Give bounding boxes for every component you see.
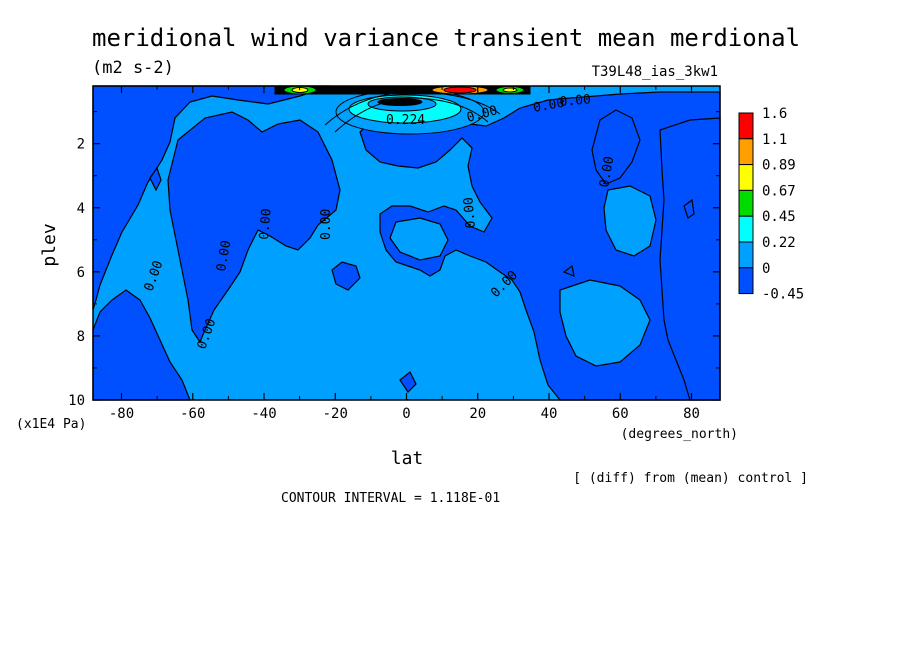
colorbar-label: -0.45	[762, 287, 804, 303]
y-tick-label: 8	[77, 329, 85, 345]
x-tick-label: -60	[180, 406, 205, 422]
x-tick-label: -40	[251, 406, 276, 422]
x-tick-label: 40	[541, 406, 558, 422]
x-axis: -80 -60 -40 -20 0 20 40 60 80	[109, 86, 700, 422]
colorbar-swatch	[738, 267, 754, 295]
y-axis-label: plev	[39, 223, 60, 266]
cell-c	[399, 371, 417, 393]
contour-label: 0.00	[461, 196, 479, 229]
colorbar-label: 0.89	[762, 158, 796, 174]
colorbar-label: 0.67	[762, 183, 796, 199]
colorbar-swatch	[738, 241, 754, 269]
x-tick-label: 60	[612, 406, 629, 422]
plot-area: 0.00 0.00 0.00 0.00 0.00 0.00 0.00 0.00 …	[92, 85, 721, 401]
small-negative-cells	[149, 166, 695, 393]
colorbar-swatch	[738, 215, 754, 243]
max-right-yellow	[502, 87, 518, 93]
contour-label: 0.00	[532, 96, 565, 116]
footnote: [ (diff) from (mean) control ]	[573, 471, 808, 486]
contour-interval: CONTOUR INTERVAL = 1.118E-01	[281, 491, 500, 506]
right-negative-band	[591, 109, 641, 185]
cell-d	[562, 264, 575, 277]
contour-label: 0.00	[214, 239, 234, 272]
contour-label: 0.00	[597, 155, 617, 188]
run-label: T39L48_ias_3kw1	[592, 64, 718, 80]
upper-jet-core	[324, 89, 501, 135]
left-negative-region	[92, 85, 331, 311]
x-tick-label: 20	[469, 406, 486, 422]
colorbar-swatch	[738, 112, 754, 140]
max-center-red	[443, 86, 477, 94]
cell-a	[149, 166, 162, 192]
y-tick-label: 10	[68, 393, 85, 409]
colorbar-label: 1.6	[762, 106, 787, 122]
positive-regions	[389, 185, 657, 367]
y-axis-units: (x1E4 Pa)	[16, 417, 86, 432]
right-positive-pocket	[559, 279, 651, 367]
contour-label: 0.00	[559, 92, 592, 110]
contour-label: 0.00	[319, 209, 334, 240]
top-edge-maxima	[274, 85, 531, 95]
chart-title: meridional wind variance transient mean …	[92, 24, 800, 52]
colorbar-swatch	[738, 164, 754, 191]
colorbar-label: 1.1	[762, 132, 787, 148]
contour-labels: 0.00 0.00 0.00 0.00 0.00 0.00 0.00 0.00 …	[142, 92, 618, 351]
chart-units: (m2 s-2)	[92, 58, 174, 78]
colorbar-swatch	[738, 189, 754, 217]
x-axis-units: (degrees_north)	[621, 427, 738, 442]
contour-label: 0.00	[257, 208, 275, 241]
colorbar-label: 0.45	[762, 209, 796, 225]
x-tick-label: -20	[323, 406, 348, 422]
right-positive-pocket-2	[603, 185, 657, 257]
left-negative-band	[167, 111, 341, 344]
colorbar-label: 0	[762, 261, 770, 277]
y-tick-label: 2	[77, 137, 85, 153]
y-tick-label: 4	[77, 201, 85, 217]
cell-b	[331, 261, 361, 291]
contour-label: 0.224	[386, 113, 425, 128]
y-tick-label: 6	[77, 265, 85, 281]
colorbar-label: 0.22	[762, 235, 796, 251]
x-tick-label: -80	[109, 406, 134, 422]
central-positive-pocket	[389, 217, 449, 261]
colorbar: 1.6 1.1 0.89 0.67 0.45 0.22 0 -0.45	[738, 106, 804, 303]
x-tick-label: 0	[402, 406, 410, 422]
x-axis-label: lat	[391, 448, 424, 469]
y-axis: 2 4 6 8 10	[68, 111, 720, 409]
cell-e	[683, 198, 695, 219]
colorbar-swatch	[738, 138, 754, 166]
x-tick-label: 80	[683, 406, 700, 422]
